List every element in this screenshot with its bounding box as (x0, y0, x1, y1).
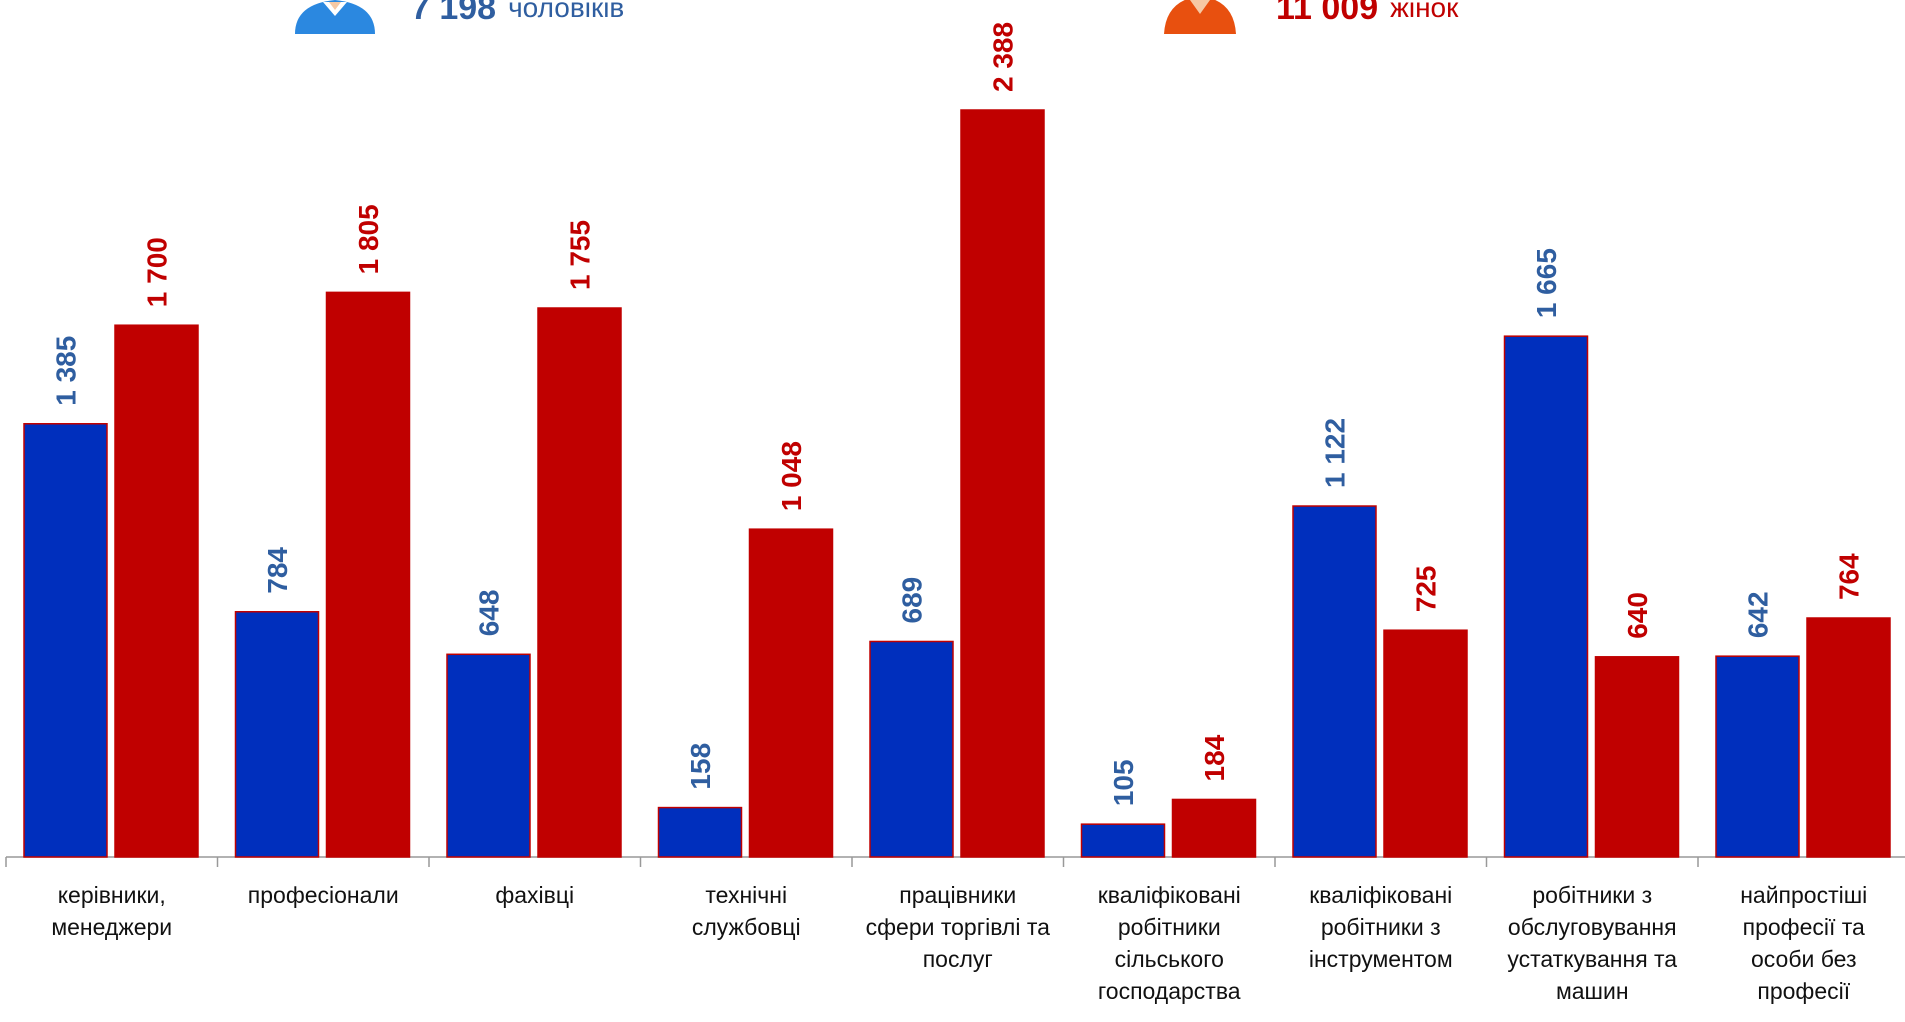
data-label-women-6: 725 (1411, 565, 1442, 612)
data-label-men-4: 689 (897, 577, 928, 624)
category-label-5: кваліфіковані робітники сільського господар… (1098, 882, 1241, 1004)
data-label-men-7: 1 665 (1531, 248, 1562, 318)
legend-men-count: 7 198 (411, 0, 497, 27)
bar-women-6 (1383, 629, 1468, 858)
data-label-women-3: 1 048 (776, 441, 807, 511)
data-label-women-7: 640 (1622, 592, 1653, 639)
data-label-men-1: 784 (262, 547, 293, 594)
data-label-women-4: 2 388 (988, 22, 1019, 92)
legend-women-label: жінок (1390, 0, 1459, 23)
data-label-men-5: 105 (1108, 759, 1139, 806)
data-label-women-2: 1 755 (565, 220, 596, 290)
male-avatar-icon (295, 0, 375, 34)
legend-men-label: чоловіків (508, 0, 625, 23)
bar-men-4 (869, 640, 954, 858)
data-label-men-0: 1 385 (51, 336, 82, 406)
bar-men-2 (446, 653, 531, 858)
legend-men: 7 198 чоловіків (295, 0, 624, 34)
data-label-men-6: 1 122 (1320, 418, 1351, 488)
bar-women-0 (114, 324, 199, 858)
bar-women-1 (325, 291, 411, 858)
bar-men-0 (23, 423, 108, 858)
category-label-4: працівники сфери торгівлі та послуг (866, 882, 1050, 972)
bar-women-5 (1171, 798, 1257, 858)
data-label-women-5: 184 (1199, 734, 1230, 781)
bar-women-4 (960, 109, 1045, 858)
bar-women-8 (1806, 617, 1891, 858)
bar-men-7 (1503, 335, 1589, 858)
category-label-7: робітники з обслуговування устаткування та… (1507, 882, 1677, 1004)
data-label-women-8: 764 (1834, 553, 1865, 600)
category-label-3: технічні службовці (692, 882, 801, 940)
data-label-men-2: 648 (474, 590, 505, 637)
category-label-2: фахівці (495, 882, 574, 908)
category-label-8: найпростіші професії та особи без професії (1740, 882, 1867, 1004)
bar-women-7 (1594, 656, 1680, 858)
bar-men-8 (1715, 655, 1800, 858)
category-label-1: професіонали (248, 882, 399, 908)
bar-men-5 (1080, 823, 1166, 858)
data-label-women-0: 1 700 (142, 237, 173, 307)
data-label-men-8: 642 (1743, 591, 1774, 638)
bar-men-1 (234, 611, 320, 858)
legend-women-count: 11 009 (1276, 0, 1379, 27)
bar-women-3 (748, 528, 834, 858)
bar-men-6 (1292, 505, 1377, 858)
bar-men-3 (657, 806, 743, 858)
female-avatar-icon (1164, 0, 1236, 34)
legend-women: 11 009 жінок (1160, 0, 1458, 34)
category-label-6: кваліфіковані робітники з інструментом (1309, 882, 1453, 972)
category-label-0: керівники, менеджери (51, 882, 172, 940)
bar-women-2 (537, 307, 622, 858)
data-label-women-1: 1 805 (353, 204, 384, 274)
data-label-men-3: 158 (685, 743, 716, 790)
